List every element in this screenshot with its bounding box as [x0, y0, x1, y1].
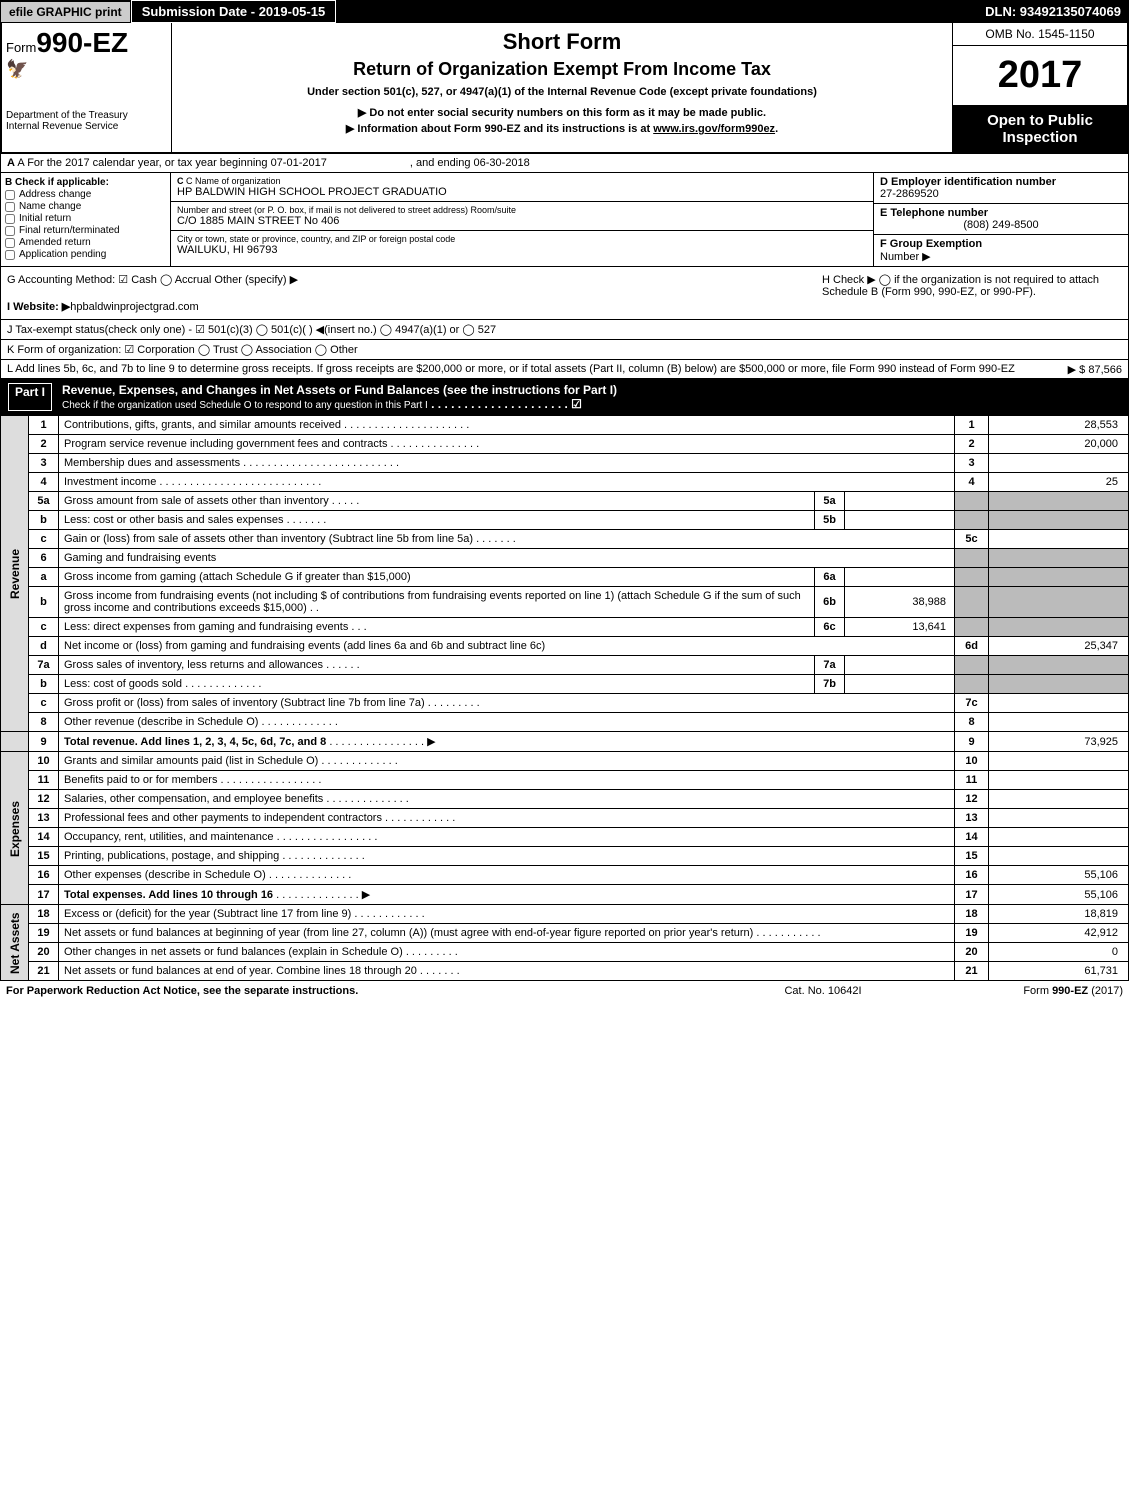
header-left: Form990-EZ 🦅 Department of the Treasury …	[2, 23, 172, 152]
col-b-label: B Check if applicable:	[5, 177, 166, 188]
submission-date: Submission Date - 2019-05-15	[131, 0, 337, 23]
row-j: J Tax-exempt status(check only one) - ☑ …	[0, 320, 1129, 340]
top-bar: efile GRAPHIC print Submission Date - 20…	[0, 0, 1129, 23]
chk-initial[interactable]: Initial return	[5, 213, 166, 224]
g-left: G Accounting Method: ☑ Cash ◯ Accrual Ot…	[7, 273, 822, 313]
chk-final[interactable]: Final return/terminated	[5, 225, 166, 236]
dln: DLN: 93492135074069	[977, 1, 1129, 22]
form-num: 990-EZ	[36, 27, 128, 58]
line-7c-val	[989, 694, 1129, 713]
form-number: Form990-EZ	[6, 27, 167, 59]
open-pub-1: Open to Public	[959, 112, 1121, 129]
col-r: D Employer identification number 27-2869…	[873, 173, 1128, 266]
line-16-val: 55,106	[989, 866, 1129, 885]
side-expenses: Expenses	[1, 752, 29, 905]
tax-year: 2017	[953, 46, 1127, 106]
footer: For Paperwork Reduction Act Notice, see …	[0, 981, 1129, 1001]
line-17-val: 55,106	[989, 885, 1129, 905]
addr-row: Number and street (or P. O. box, if mail…	[171, 202, 873, 231]
line-9-val: 73,925	[989, 732, 1129, 752]
chk-address[interactable]: Address change	[5, 189, 166, 200]
row-g: G Accounting Method: ☑ Cash ◯ Accrual Ot…	[7, 273, 822, 286]
org-name-row: C C Name of organization HP BALDWIN HIGH…	[171, 173, 873, 202]
line-5c-val	[989, 530, 1129, 549]
line-18-val: 18,819	[989, 905, 1129, 924]
line-4-val: 25	[989, 473, 1129, 492]
row-i: I Website: ▶hpbaldwinprojectgrad.com	[7, 300, 822, 313]
dept-line2: Internal Revenue Service	[6, 121, 167, 132]
header-mid: Short Form Return of Organization Exempt…	[172, 23, 952, 152]
line-20-val: 0	[989, 943, 1129, 962]
side-revenue: Revenue	[1, 416, 29, 732]
part-1-title: Revenue, Expenses, and Changes in Net As…	[62, 383, 1121, 411]
form-header: Form990-EZ 🦅 Department of the Treasury …	[0, 23, 1129, 154]
title-short-form: Short Form	[182, 29, 942, 55]
part-1-num: Part I	[8, 383, 52, 411]
open-to-public: Open to Public Inspection	[953, 106, 1127, 152]
chk-name[interactable]: Name change	[5, 201, 166, 212]
dept-treasury: Department of the Treasury Internal Reve…	[6, 110, 167, 132]
line-21-val: 61,731	[989, 962, 1129, 981]
row-a: A A For the 2017 calendar year, or tax y…	[0, 154, 1129, 173]
header-right: OMB No. 1545-1150 2017 Open to Public In…	[952, 23, 1127, 152]
line-3-val	[989, 454, 1129, 473]
line-6c-val: 13,641	[845, 618, 955, 637]
footer-cat: Cat. No. 10642I	[723, 985, 923, 997]
website-link[interactable]: hpbaldwinprojectgrad.com	[70, 301, 198, 313]
omb-number: OMB No. 1545-1150	[953, 23, 1127, 46]
row-l-val: ▶ $ 87,566	[1068, 363, 1122, 376]
irs-link[interactable]: www.irs.gov/form990ez	[653, 123, 775, 135]
efile-print-button[interactable]: efile GRAPHIC print	[0, 1, 131, 23]
arrow-line-2: ▶ Information about Form 990-EZ and its …	[182, 122, 942, 135]
header-sub: Under section 501(c), 527, or 4947(a)(1)…	[182, 86, 942, 98]
group-row: F Group Exemption Number ▶	[874, 235, 1128, 266]
title-return: Return of Organization Exempt From Incom…	[182, 59, 942, 80]
line-6b-val: 38,988	[845, 587, 955, 618]
col-b: B Check if applicable: Address change Na…	[1, 173, 171, 266]
footer-left: For Paperwork Reduction Act Notice, see …	[6, 985, 723, 997]
addr-val: C/O 1885 MAIN STREET No 406	[177, 215, 867, 227]
city-row: City or town, state or province, country…	[171, 231, 873, 259]
ein-val: 27-2869520	[880, 188, 939, 200]
chk-pending[interactable]: Application pending	[5, 249, 166, 260]
row-a-ending: , and ending 06-30-2018	[410, 157, 530, 169]
arrow-line-1: ▶ Do not enter social security numbers o…	[182, 106, 942, 119]
line-6d-val: 25,347	[989, 637, 1129, 656]
row-l: L Add lines 5b, 6c, and 7b to line 9 to …	[0, 360, 1129, 379]
col-c: C C Name of organization HP BALDWIN HIGH…	[171, 173, 873, 266]
chk-amended[interactable]: Amended return	[5, 237, 166, 248]
ein-row: D Employer identification number 27-2869…	[874, 173, 1128, 204]
line-8-val	[989, 713, 1129, 732]
org-name: HP BALDWIN HIGH SCHOOL PROJECT GRADUATIO	[177, 186, 867, 198]
side-net-assets: Net Assets	[1, 905, 29, 981]
row-h: H Check ▶ ◯ if the organization is not r…	[822, 273, 1122, 313]
part-1-header: Part I Revenue, Expenses, and Changes in…	[0, 379, 1129, 415]
lines-table: Revenue 1 Contributions, gifts, grants, …	[0, 415, 1129, 981]
line-19-val: 42,912	[989, 924, 1129, 943]
row-a-text: A For the 2017 calendar year, or tax yea…	[17, 157, 326, 169]
irs-eagle-icon: 🦅	[6, 59, 167, 80]
line-1-val: 28,553	[989, 416, 1129, 435]
phone-val: (808) 249-8500	[880, 219, 1122, 231]
city-val: WAILUKU, HI 96793	[177, 244, 867, 256]
row-k: K Form of organization: ☑ Corporation ◯ …	[0, 340, 1129, 360]
info-grid: B Check if applicable: Address change Na…	[0, 173, 1129, 267]
phone-row: E Telephone number (808) 249-8500	[874, 204, 1128, 235]
section-gh: G Accounting Method: ☑ Cash ◯ Accrual Ot…	[0, 267, 1129, 320]
line-2-val: 20,000	[989, 435, 1129, 454]
dept-line1: Department of the Treasury	[6, 110, 167, 121]
form-prefix: Form	[6, 40, 36, 55]
open-pub-2: Inspection	[959, 129, 1121, 146]
footer-right: Form 990-EZ (2017)	[923, 985, 1123, 997]
